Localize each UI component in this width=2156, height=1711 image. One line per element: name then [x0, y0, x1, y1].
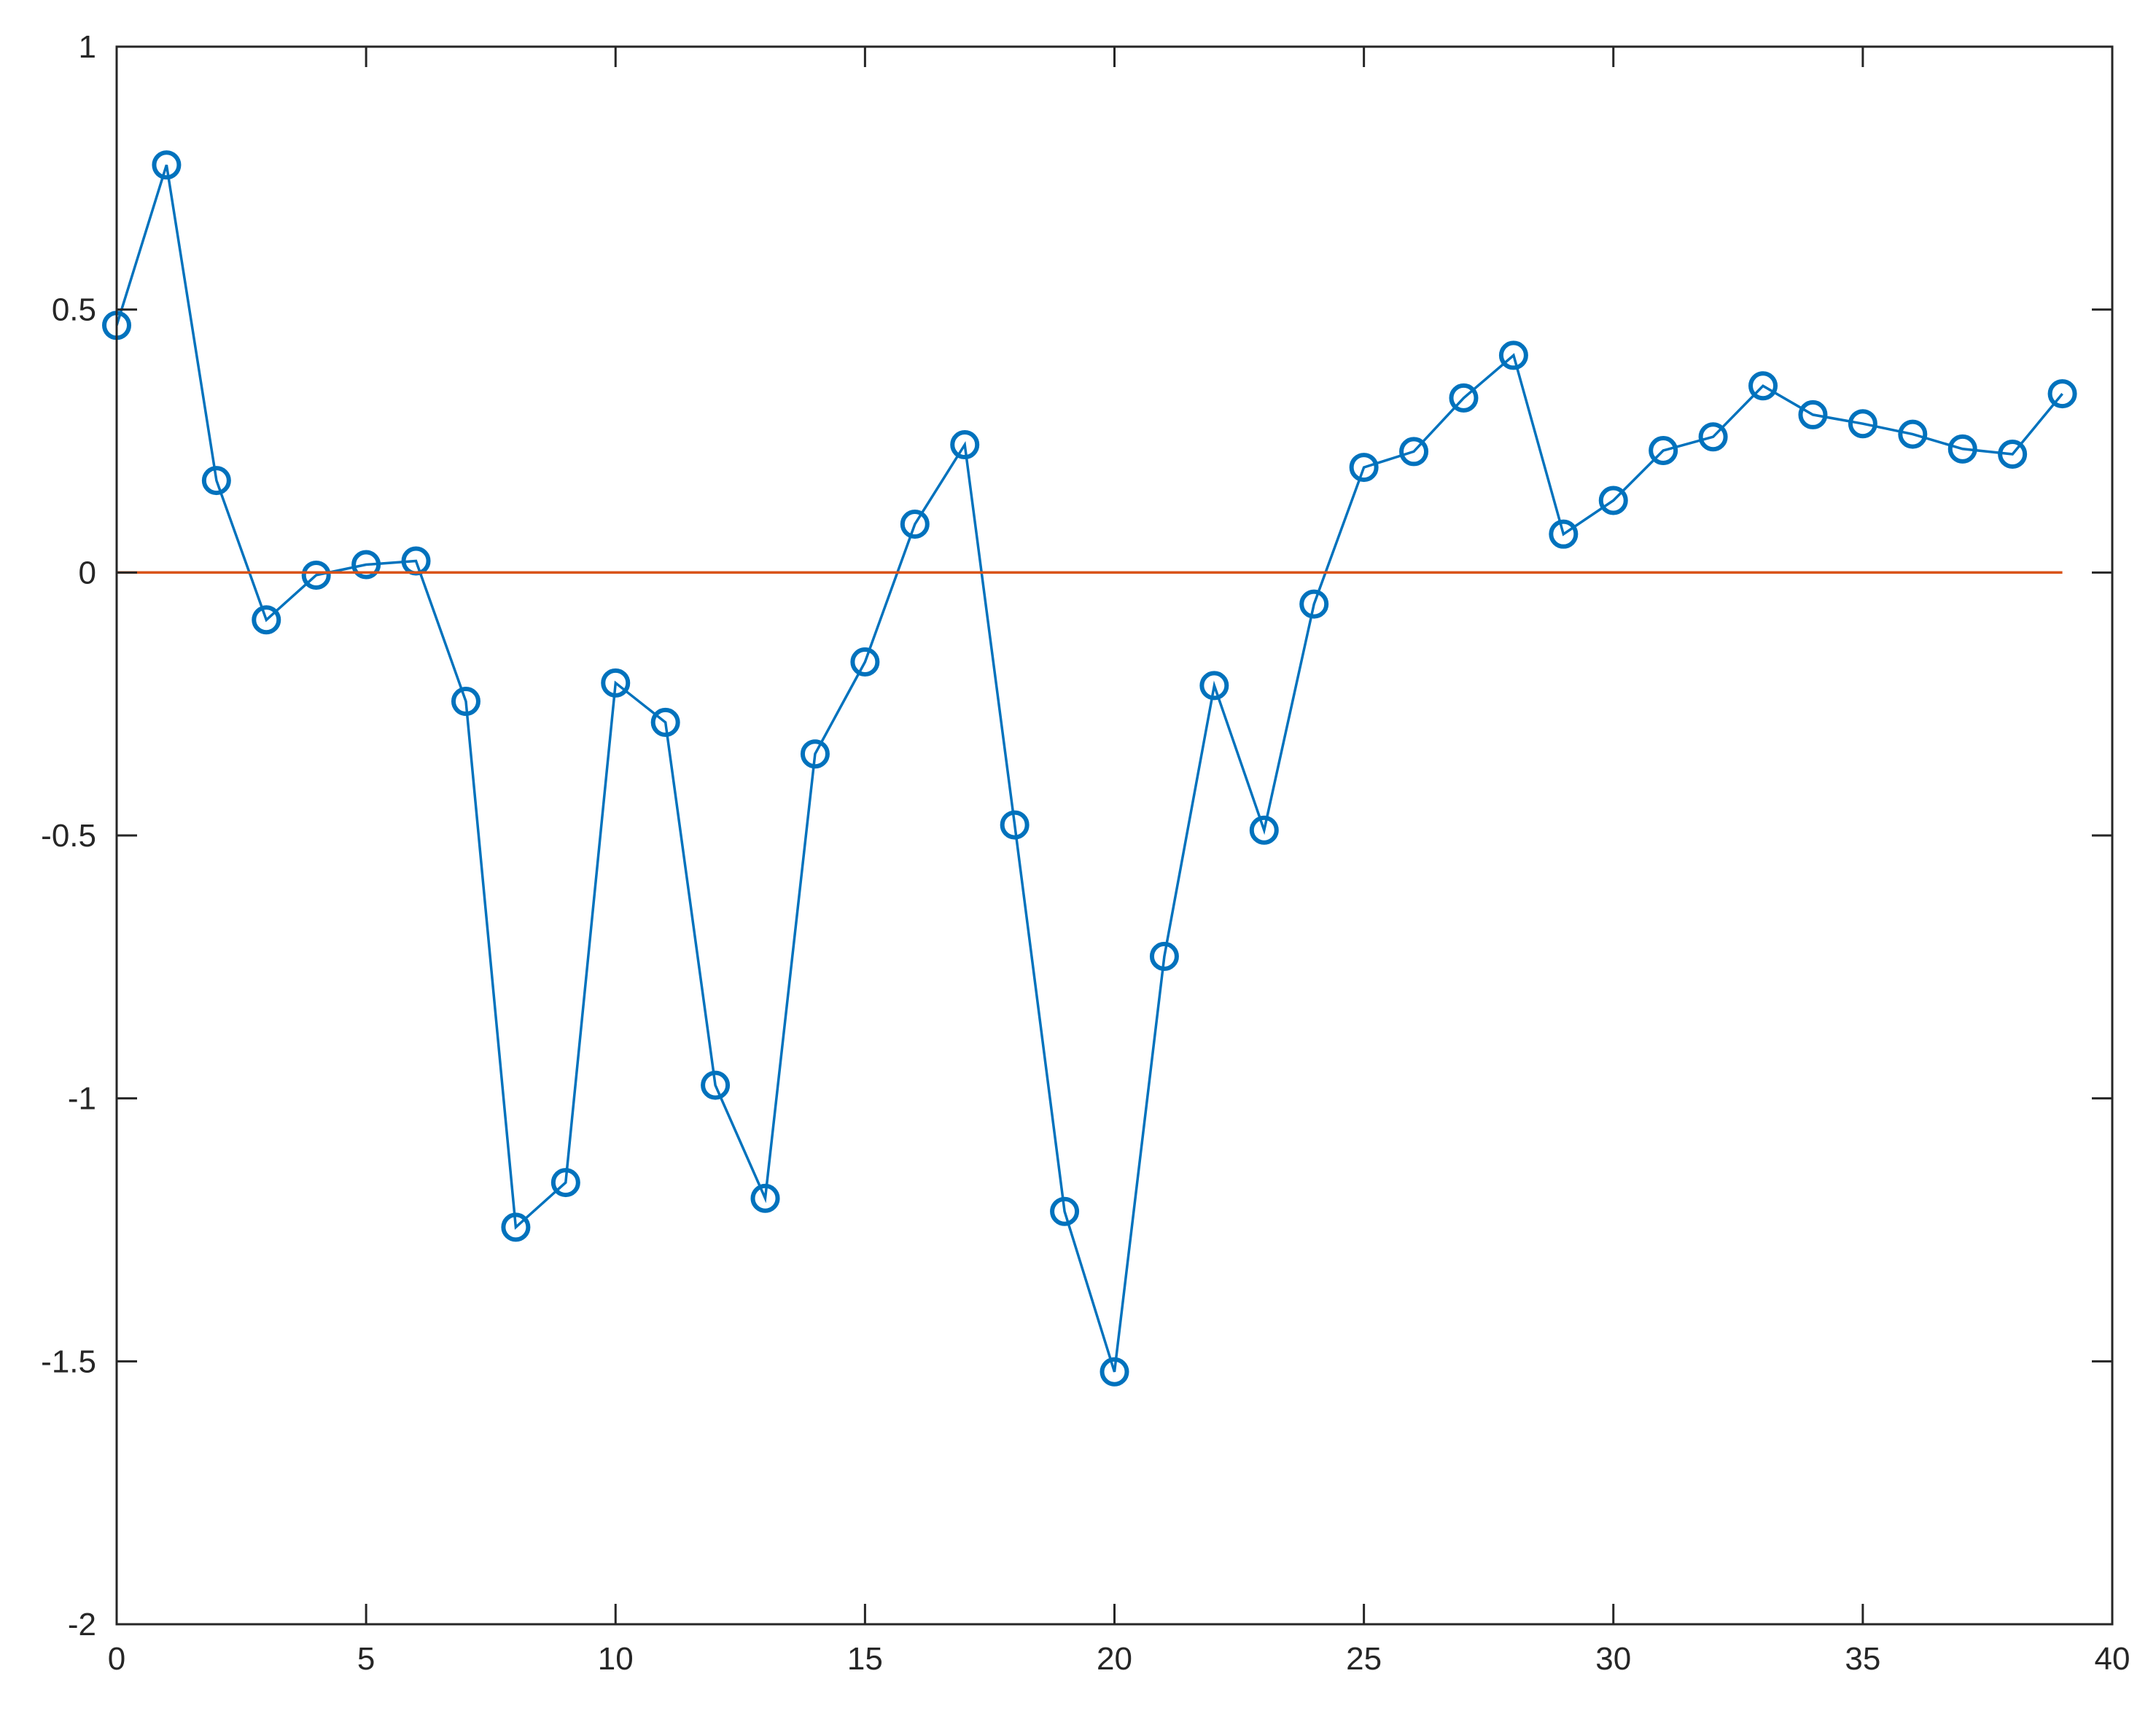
data-point: [900, 509, 930, 539]
data-point: [1399, 437, 1429, 467]
data-point: [701, 1070, 731, 1100]
tick-label-layer: 0 5 10 15 20 25 30 35 40 1 0.5 0 -0.5 -1 -1.5 -2: [41, 29, 2130, 1677]
y-tick-label: 0: [79, 555, 96, 591]
x-tick-label: 10: [598, 1641, 634, 1677]
data-point: [1598, 486, 1628, 515]
data-point: [252, 605, 281, 635]
data-point: [1848, 409, 1877, 439]
data-point: [1748, 371, 1778, 401]
series-line: [115, 164, 2063, 1373]
x-tick-label: 15: [847, 1641, 883, 1677]
data-point: [1149, 941, 1179, 971]
data-point: [1249, 815, 1279, 845]
data-point: [1649, 435, 1678, 465]
data-point: [301, 560, 331, 590]
data-point: [1947, 434, 1977, 464]
axes-frame: [115, 45, 2114, 1626]
data-point: [1299, 589, 1329, 619]
y-tick-label: 1: [79, 29, 96, 65]
data-point: [1998, 440, 2028, 469]
y-tick-label: -0.5: [41, 818, 96, 854]
data-point: [650, 707, 680, 737]
x-tick-label: 35: [1845, 1641, 1880, 1677]
data-point: [351, 550, 381, 580]
data-point: [950, 430, 980, 460]
series-0: [102, 150, 2077, 1387]
data-point: [1000, 810, 1030, 840]
x-tick-label: 5: [357, 1641, 375, 1677]
data-point: [1549, 519, 1579, 549]
x-tick-label: 40: [2095, 1641, 2130, 1677]
series-layer: [102, 150, 2077, 1387]
x-tick-label: 0: [108, 1641, 125, 1677]
data-point: [1798, 400, 1828, 429]
y-tick-label: 0.5: [52, 292, 96, 328]
data-point: [152, 150, 182, 180]
data-point: [1698, 422, 1728, 452]
data-point: [1199, 671, 1229, 701]
data-point: [750, 1183, 780, 1213]
data-point: [850, 647, 880, 677]
x-tick-label: 30: [1595, 1641, 1631, 1677]
data-point: [2047, 379, 2077, 409]
data-point: [1100, 1357, 1129, 1387]
data-point: [501, 1212, 531, 1242]
data-point: [800, 739, 830, 769]
y-tick-label: -2: [68, 1607, 96, 1642]
data-point: [1498, 340, 1528, 370]
data-point: [1449, 383, 1479, 413]
data-point: [1050, 1196, 1080, 1226]
x-tick-label: 20: [1097, 1641, 1132, 1677]
data-point: [550, 1168, 580, 1198]
x-tick-label: 25: [1346, 1641, 1382, 1677]
data-point: [1898, 419, 1928, 449]
data-point: [201, 466, 231, 496]
y-tick-label: -1.5: [41, 1344, 96, 1379]
data-point: [601, 668, 631, 698]
y-tick-label: -1: [68, 1081, 96, 1117]
data-point: [451, 687, 480, 717]
data-point: [1349, 453, 1379, 483]
